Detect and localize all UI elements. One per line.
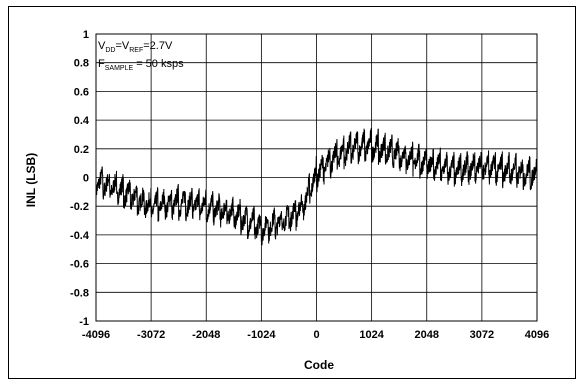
annotation-fsample: FSAMPLE = 50 ksps	[98, 58, 184, 72]
x-tick-label: -2048	[192, 329, 220, 341]
y-tick-label: 0.2	[74, 144, 89, 156]
y-tick-label: -0.2	[70, 201, 89, 213]
inl-chart: -4096 -3072 -2048 -1024 0 1024 2048 3072 4096 1 0…	[24, 29, 549, 372]
x-axis-title: Code	[304, 358, 334, 372]
annotation-vdd-vref: VDD=VREF=2.7V	[98, 40, 173, 54]
y-tick-label: 0	[83, 173, 89, 185]
x-tick-label: 4096	[525, 329, 549, 341]
y-tick-label: -0.4	[70, 230, 90, 242]
y-tick-label: -0.8	[70, 287, 89, 299]
x-tick-label: -3072	[137, 329, 165, 341]
series-group	[95, 127, 538, 246]
y-tick-label: 1	[83, 29, 89, 41]
x-tick-label: -4096	[82, 329, 110, 341]
y-tick-label: -1	[79, 316, 89, 328]
inl-series-line	[95, 127, 538, 246]
x-tick-label: 0	[313, 329, 319, 341]
grid-lines	[95, 33, 538, 322]
x-tick-label: 2048	[415, 329, 439, 341]
y-tick-label: -0.6	[70, 259, 89, 271]
y-tick-label: 0.8	[74, 58, 89, 70]
x-tick-labels: -4096 -3072 -2048 -1024 0 1024 2048 3072 4096	[82, 329, 549, 341]
x-tick-label: 1024	[359, 329, 384, 341]
y-axis-title: INL (LSB)	[24, 153, 38, 207]
x-tick-label: -1024	[247, 329, 276, 341]
y-tick-label: 0.4	[74, 115, 90, 127]
y-tick-label: 0.6	[74, 86, 89, 98]
x-tick-label: 3072	[470, 329, 494, 341]
chart-frame: -4096 -3072 -2048 -1024 0 1024 2048 3072 4096 1 0…	[8, 6, 576, 379]
y-tick-labels: 1 0.8 0.6 0.4 0.2 0 -0.2 -0.4 -0.6 -0.8 -1	[70, 29, 90, 328]
